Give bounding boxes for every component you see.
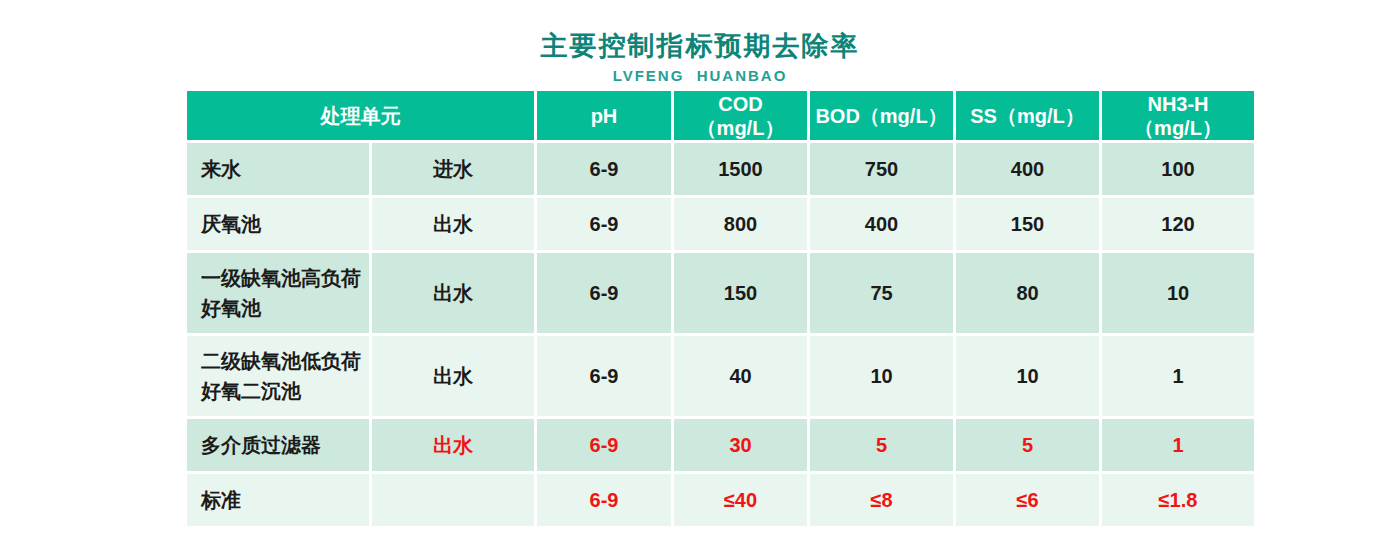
cell-unit: 一级缺氧池高负荷好氧池 xyxy=(187,253,369,333)
cell-bod: 5 xyxy=(810,419,953,471)
cell-unit: 标准 xyxy=(187,474,369,526)
cell-flow xyxy=(372,474,534,526)
cell-bod: ≤8 xyxy=(810,474,953,526)
cell-nh3: 1 xyxy=(1102,419,1254,471)
cell-nh3: 100 xyxy=(1102,143,1254,195)
cell-ss: 10 xyxy=(956,336,1099,416)
table-row: 多介质过滤器 出水 6-9 30 5 5 1 xyxy=(187,419,1254,471)
cell-cod: 800 xyxy=(674,198,807,250)
header-nh3-line2: （mg/L） xyxy=(1106,116,1250,140)
header-ss: SS（mg/L） xyxy=(956,91,1099,140)
cell-cod: 1500 xyxy=(674,143,807,195)
cell-ss: 80 xyxy=(956,253,1099,333)
table-row: 一级缺氧池高负荷好氧池 出水 6-9 150 75 80 10 xyxy=(187,253,1254,333)
cell-cod: 30 xyxy=(674,419,807,471)
cell-cod: ≤40 xyxy=(674,474,807,526)
page-title: 主要控制指标预期去除率 xyxy=(0,28,1400,64)
table-row: 厌氧池 出水 6-9 800 400 150 120 xyxy=(187,198,1254,250)
cell-flow: 出水 xyxy=(372,419,534,471)
cell-ss: 400 xyxy=(956,143,1099,195)
cell-cod: 40 xyxy=(674,336,807,416)
cell-bod: 75 xyxy=(810,253,953,333)
cell-flow: 进水 xyxy=(372,143,534,195)
cell-nh3: 10 xyxy=(1102,253,1254,333)
cell-ph: 6-9 xyxy=(537,336,671,416)
indicator-table: 处理单元 pH COD（mg/L） BOD（mg/L） SS（mg/L） NH3… xyxy=(184,88,1257,529)
cell-nh3: ≤1.8 xyxy=(1102,474,1254,526)
header-nh3: NH3-H （mg/L） xyxy=(1102,91,1254,140)
page-subtitle: LVFENG HUANBAO xyxy=(0,67,1400,84)
header-cod: COD（mg/L） xyxy=(674,91,807,140)
cell-bod: 400 xyxy=(810,198,953,250)
table-header-row: 处理单元 pH COD（mg/L） BOD（mg/L） SS（mg/L） NH3… xyxy=(187,91,1254,140)
cell-ss: 5 xyxy=(956,419,1099,471)
cell-ss: 150 xyxy=(956,198,1099,250)
cell-ph: 6-9 xyxy=(537,198,671,250)
cell-flow: 出水 xyxy=(372,198,534,250)
cell-nh3: 1 xyxy=(1102,336,1254,416)
table-row: 二级缺氧池低负荷好氧二沉池 出水 6-9 40 10 10 1 xyxy=(187,336,1254,416)
cell-unit: 厌氧池 xyxy=(187,198,369,250)
cell-bod: 10 xyxy=(810,336,953,416)
cell-nh3: 120 xyxy=(1102,198,1254,250)
header-nh3-line1: NH3-H xyxy=(1106,92,1250,116)
header-bod: BOD（mg/L） xyxy=(810,91,953,140)
header-unit: 处理单元 xyxy=(187,91,534,140)
cell-ph: 6-9 xyxy=(537,474,671,526)
header-ph: pH xyxy=(537,91,671,140)
cell-unit: 多介质过滤器 xyxy=(187,419,369,471)
table-row: 标准 6-9 ≤40 ≤8 ≤6 ≤1.8 xyxy=(187,474,1254,526)
cell-ph: 6-9 xyxy=(537,143,671,195)
cell-bod: 750 xyxy=(810,143,953,195)
cell-cod: 150 xyxy=(674,253,807,333)
cell-ph: 6-9 xyxy=(537,419,671,471)
cell-ss: ≤6 xyxy=(956,474,1099,526)
table-row: 来水 进水 6-9 1500 750 400 100 xyxy=(187,143,1254,195)
cell-flow: 出水 xyxy=(372,336,534,416)
cell-unit: 来水 xyxy=(187,143,369,195)
cell-unit: 二级缺氧池低负荷好氧二沉池 xyxy=(187,336,369,416)
cell-flow: 出水 xyxy=(372,253,534,333)
cell-ph: 6-9 xyxy=(537,253,671,333)
